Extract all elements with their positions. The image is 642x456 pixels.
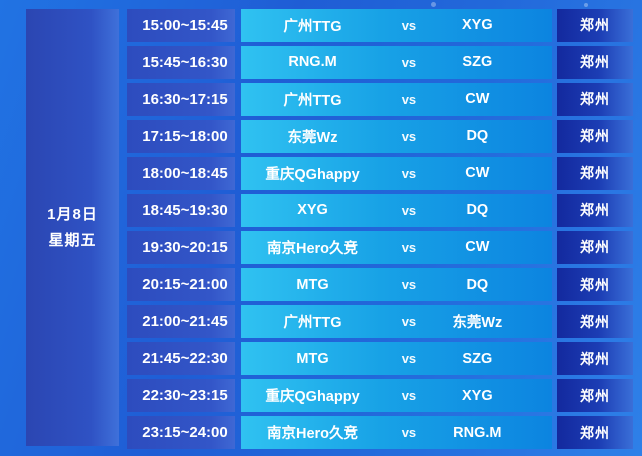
away-team: CW xyxy=(465,91,490,108)
time-cell: 15:00~15:45 xyxy=(127,9,235,42)
time-cell: 22:30~23:15 xyxy=(127,379,235,412)
location-cell: 郑州 xyxy=(557,120,633,153)
home-team: 重庆QGhappy xyxy=(265,166,360,183)
location-cell: 郑州 xyxy=(557,9,633,42)
away-team: XYG xyxy=(462,17,493,34)
away-team: DQ xyxy=(466,128,489,145)
location-cell: 郑州 xyxy=(557,342,633,375)
schedule-board: 1月8日 星期五 15:00~15:45 广州TTG vs XYG 郑州 15:… xyxy=(26,9,633,449)
schedule-row: 21:00~21:45 广州TTG vs 东莞Wz 郑州 xyxy=(127,305,633,338)
time-cell: 19:30~20:15 xyxy=(127,231,235,264)
date-weekday: 星期五 xyxy=(48,231,97,249)
away-team: XYG xyxy=(462,387,493,404)
vs-label: vs xyxy=(401,277,417,293)
date-cell: 1月8日 星期五 xyxy=(26,9,119,446)
match-cell: RNG.M vs SZG xyxy=(241,46,552,79)
schedule-row: 17:15~18:00 东莞Wz vs DQ 郑州 xyxy=(127,120,633,153)
match-cell: 重庆QGhappy vs CW xyxy=(241,157,552,190)
away-team: 东莞Wz xyxy=(452,315,503,332)
schedule-row: 15:45~16:30 RNG.M vs SZG 郑州 xyxy=(127,46,633,79)
schedule-row: 22:30~23:15 重庆QGhappy vs XYG 郑州 xyxy=(127,379,633,412)
schedule-row: 18:00~18:45 重庆QGhappy vs CW 郑州 xyxy=(127,157,633,190)
location-cell: 郑州 xyxy=(557,268,633,301)
time-cell: 15:45~16:30 xyxy=(127,46,235,79)
match-cell: 重庆QGhappy vs XYG xyxy=(241,379,552,412)
match-cell: 南京Hero久竞 vs CW xyxy=(241,231,552,264)
schedule-row: 18:45~19:30 XYG vs DQ 郑州 xyxy=(127,194,633,227)
location-cell: 郑州 xyxy=(557,83,633,116)
vs-label: vs xyxy=(401,128,417,144)
vs-label: vs xyxy=(401,351,417,367)
home-team: 广州TTG xyxy=(283,18,342,35)
match-cell: 广州TTG vs XYG xyxy=(241,9,552,42)
home-team: 东莞Wz xyxy=(287,129,338,146)
schedule-row: 16:30~17:15 广州TTG vs CW 郑州 xyxy=(127,83,633,116)
home-team: RNG.M xyxy=(288,54,337,71)
time-cell: 18:00~18:45 xyxy=(127,157,235,190)
time-cell: 16:30~17:15 xyxy=(127,83,235,116)
particle-dot xyxy=(431,2,436,7)
home-team: MTG xyxy=(296,350,329,367)
time-cell: 20:15~21:00 xyxy=(127,268,235,301)
location-cell: 郑州 xyxy=(557,46,633,79)
match-cell: XYG vs DQ xyxy=(241,194,552,227)
away-team: CW xyxy=(465,165,490,182)
vs-label: vs xyxy=(401,202,417,218)
away-team: SZG xyxy=(462,54,493,71)
match-cell: 东莞Wz vs DQ xyxy=(241,120,552,153)
vs-label: vs xyxy=(401,425,417,441)
schedule-rows: 15:00~15:45 广州TTG vs XYG 郑州 15:45~16:30 … xyxy=(127,9,633,449)
schedule-row: 19:30~20:15 南京Hero久竞 vs CW 郑州 xyxy=(127,231,633,264)
time-cell: 17:15~18:00 xyxy=(127,120,235,153)
vs-label: vs xyxy=(401,165,417,181)
schedule-row: 21:45~22:30 MTG vs SZG 郑州 xyxy=(127,342,633,375)
location-cell: 郑州 xyxy=(557,379,633,412)
location-cell: 郑州 xyxy=(557,416,633,449)
match-cell: 广州TTG vs 东莞Wz xyxy=(241,305,552,338)
match-cell: MTG vs DQ xyxy=(241,268,552,301)
vs-label: vs xyxy=(401,388,417,404)
home-team: XYG xyxy=(297,202,328,219)
match-cell: MTG vs SZG xyxy=(241,342,552,375)
vs-label: vs xyxy=(401,54,417,70)
home-team: 南京Hero久竞 xyxy=(267,426,359,443)
schedule-row: 23:15~24:00 南京Hero久竞 vs RNG.M 郑州 xyxy=(127,416,633,449)
vs-label: vs xyxy=(401,17,417,33)
home-team: MTG xyxy=(296,276,329,293)
time-cell: 18:45~19:30 xyxy=(127,194,235,227)
match-cell: 广州TTG vs CW xyxy=(241,83,552,116)
location-cell: 郑州 xyxy=(557,157,633,190)
vs-label: vs xyxy=(401,314,417,330)
time-cell: 23:15~24:00 xyxy=(127,416,235,449)
vs-label: vs xyxy=(401,91,417,107)
home-team: 南京Hero久竞 xyxy=(267,240,359,257)
away-team: RNG.M xyxy=(453,424,502,441)
location-cell: 郑州 xyxy=(557,194,633,227)
away-team: SZG xyxy=(462,350,493,367)
home-team: 广州TTG xyxy=(283,315,342,332)
away-team: DQ xyxy=(466,276,489,293)
particle-dot xyxy=(584,3,588,7)
schedule-row: 20:15~21:00 MTG vs DQ 郑州 xyxy=(127,268,633,301)
schedule-row: 15:00~15:45 广州TTG vs XYG 郑州 xyxy=(127,9,633,42)
location-cell: 郑州 xyxy=(557,231,633,264)
date-month-day: 1月8日 xyxy=(47,205,98,223)
vs-label: vs xyxy=(401,239,417,255)
home-team: 重庆QGhappy xyxy=(265,389,360,406)
away-team: DQ xyxy=(466,202,489,219)
time-cell: 21:00~21:45 xyxy=(127,305,235,338)
match-cell: 南京Hero久竞 vs RNG.M xyxy=(241,416,552,449)
location-cell: 郑州 xyxy=(557,305,633,338)
home-team: 广州TTG xyxy=(283,92,342,109)
away-team: CW xyxy=(465,239,490,256)
time-cell: 21:45~22:30 xyxy=(127,342,235,375)
